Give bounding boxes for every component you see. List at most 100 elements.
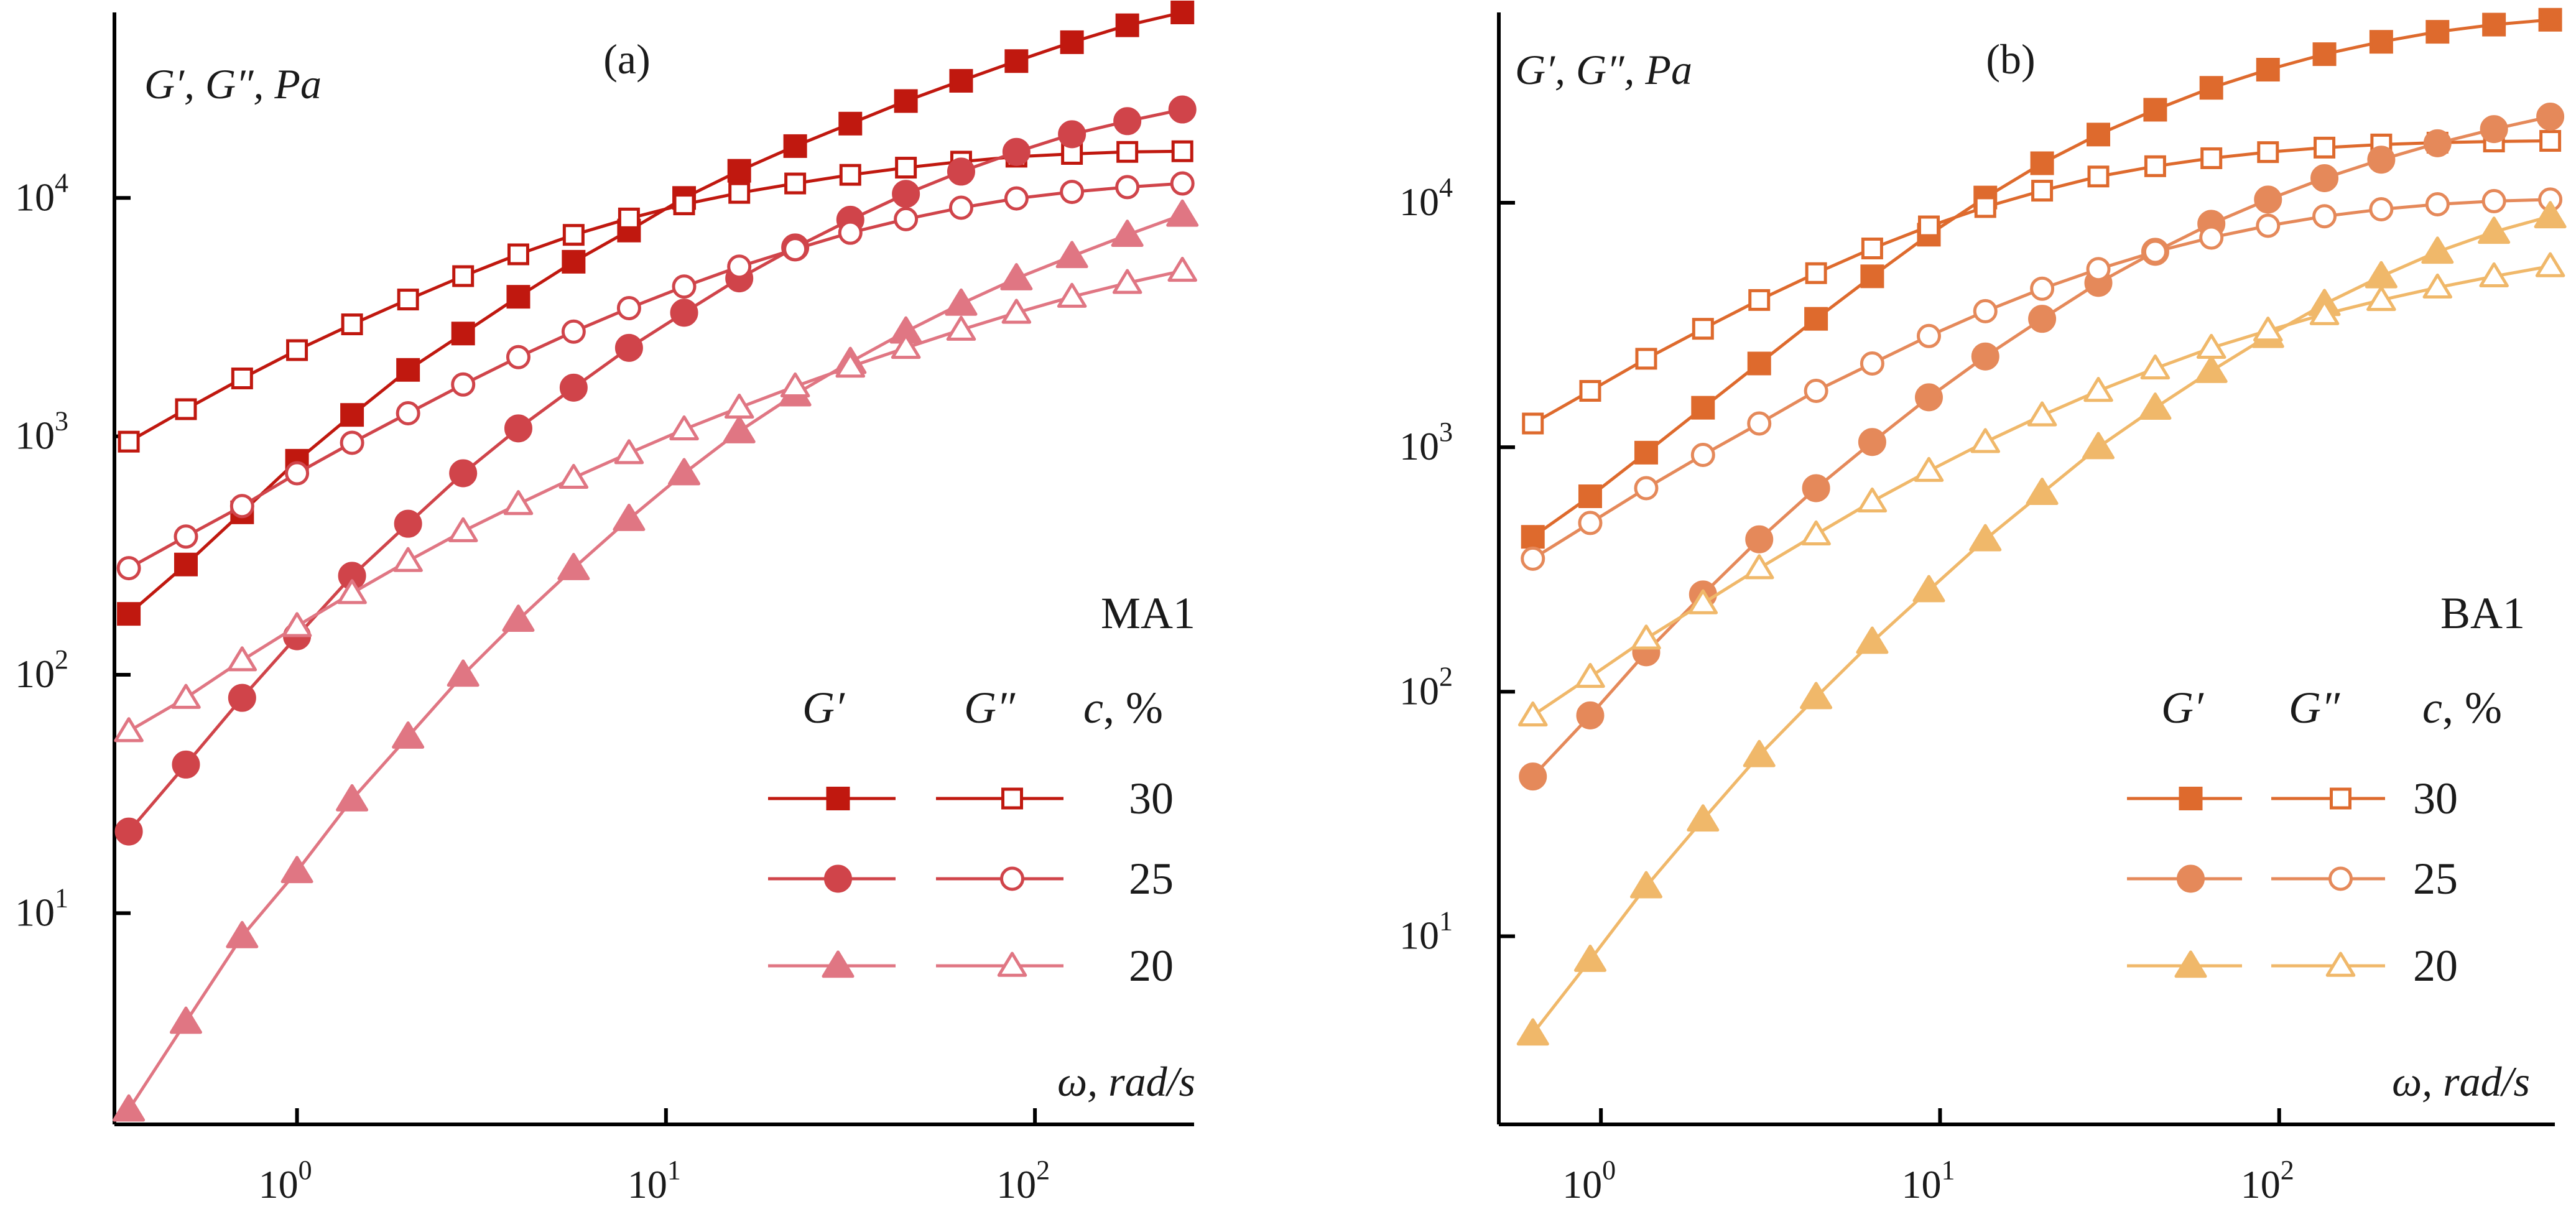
series-gdoubleprime-c25 bbox=[116, 171, 1195, 581]
data-point bbox=[2087, 123, 2111, 147]
data-point bbox=[673, 193, 695, 216]
x-tick-label: 101 bbox=[628, 1155, 681, 1206]
legend-row: 20 bbox=[768, 941, 1174, 991]
legend-concentration: 30 bbox=[2413, 774, 2458, 823]
data-point bbox=[2480, 115, 2508, 144]
data-point bbox=[280, 856, 313, 884]
data-point bbox=[507, 243, 529, 266]
data-point bbox=[2083, 377, 2113, 402]
data-point bbox=[1000, 263, 1033, 290]
data-point bbox=[1804, 379, 1828, 404]
panel-label: (a) bbox=[603, 35, 650, 83]
x-tick-label: 100 bbox=[259, 1155, 312, 1206]
data-point bbox=[1167, 256, 1197, 282]
data-point bbox=[231, 367, 253, 389]
data-point bbox=[393, 547, 423, 572]
panel-b: 101 102 103 104 100 101 102 G′, G″, Pa (b) ω, rad… bbox=[1399, 7, 2567, 1206]
data-point bbox=[2199, 225, 2224, 250]
data-point bbox=[2538, 7, 2562, 32]
data-point bbox=[396, 401, 420, 425]
data-point bbox=[2195, 355, 2228, 383]
data-point bbox=[114, 817, 143, 846]
data-point bbox=[1115, 175, 1140, 200]
data-point bbox=[286, 339, 308, 361]
data-point bbox=[557, 553, 590, 580]
data-point bbox=[784, 172, 807, 195]
data-point bbox=[1747, 351, 1771, 376]
data-point bbox=[1745, 525, 1774, 553]
legend-row: 25 bbox=[768, 854, 1174, 904]
data-point bbox=[1631, 624, 1661, 650]
data-point bbox=[1111, 220, 1144, 247]
data-point bbox=[1690, 442, 1715, 467]
legend-header-gdoubleprime: G″ bbox=[2289, 683, 2340, 733]
data-point bbox=[1004, 49, 1029, 73]
data-point bbox=[783, 134, 807, 158]
data-point bbox=[1573, 944, 1606, 972]
data-point bbox=[2535, 252, 2565, 277]
x-axis-label: ω, rad/s bbox=[1057, 1058, 1195, 1105]
data-point bbox=[447, 659, 480, 687]
data-point bbox=[2425, 192, 2450, 217]
y-tick-label: 102 bbox=[15, 644, 68, 696]
data-point bbox=[1914, 456, 1944, 482]
data-point bbox=[561, 319, 586, 344]
data-point bbox=[1116, 141, 1139, 163]
data-point bbox=[1634, 440, 1658, 465]
data-point bbox=[2481, 188, 2506, 213]
data-point bbox=[616, 295, 641, 320]
data-point bbox=[2534, 201, 2567, 229]
data-point bbox=[1055, 241, 1088, 269]
data-point bbox=[2425, 20, 2450, 44]
data-point bbox=[172, 750, 200, 779]
data-point bbox=[118, 430, 140, 453]
data-point bbox=[1635, 348, 1657, 370]
data-point bbox=[2030, 276, 2055, 301]
data-point bbox=[1521, 546, 1545, 571]
legend-concentration: 30 bbox=[1129, 774, 1174, 823]
data-point bbox=[2309, 300, 2340, 325]
sample-label: BA1 bbox=[2440, 588, 2525, 638]
legend-row: 30 bbox=[768, 774, 1174, 823]
data-point bbox=[947, 157, 975, 186]
data-point bbox=[171, 683, 201, 709]
y-tick-label: 101 bbox=[15, 882, 68, 934]
legend-concentration: 20 bbox=[2413, 941, 2458, 991]
data-point bbox=[1578, 511, 1603, 535]
data-point bbox=[228, 683, 256, 712]
data-point bbox=[1917, 215, 1940, 238]
data-point bbox=[396, 358, 420, 382]
data-point bbox=[2027, 401, 2057, 427]
data-point bbox=[1576, 701, 1605, 729]
data-point bbox=[1747, 411, 1772, 436]
data-point bbox=[175, 398, 197, 420]
data-point bbox=[285, 461, 310, 486]
data-point bbox=[449, 459, 478, 488]
data-point bbox=[1804, 307, 1828, 331]
y-axis-label: G′, G″, Pa bbox=[1515, 46, 1692, 93]
data-point bbox=[2200, 147, 2223, 169]
data-point bbox=[2143, 239, 2167, 264]
data-point bbox=[1168, 95, 1197, 124]
legend-marker-gprime bbox=[826, 787, 850, 810]
data-point bbox=[2144, 155, 2166, 177]
series-gdoubleprime-c20 bbox=[114, 256, 1197, 743]
data-point bbox=[1171, 140, 1193, 162]
data-point bbox=[394, 509, 422, 538]
data-point bbox=[1744, 554, 1774, 580]
data-point bbox=[502, 604, 535, 632]
data-point bbox=[2028, 305, 2057, 333]
data-point bbox=[838, 220, 863, 245]
data-point bbox=[114, 717, 144, 743]
data-point bbox=[1748, 289, 1771, 311]
data-point bbox=[1743, 739, 1776, 767]
data-point bbox=[839, 164, 861, 186]
legend-header-concentration: c, % bbox=[1083, 683, 1163, 733]
data-point bbox=[783, 237, 808, 262]
legend-header-gprime: G′ bbox=[802, 683, 845, 733]
data-point bbox=[341, 313, 363, 336]
data-point bbox=[1857, 487, 1888, 513]
data-point bbox=[945, 288, 978, 316]
legend-marker-gprime bbox=[2177, 864, 2205, 893]
data-point bbox=[2026, 478, 2059, 505]
